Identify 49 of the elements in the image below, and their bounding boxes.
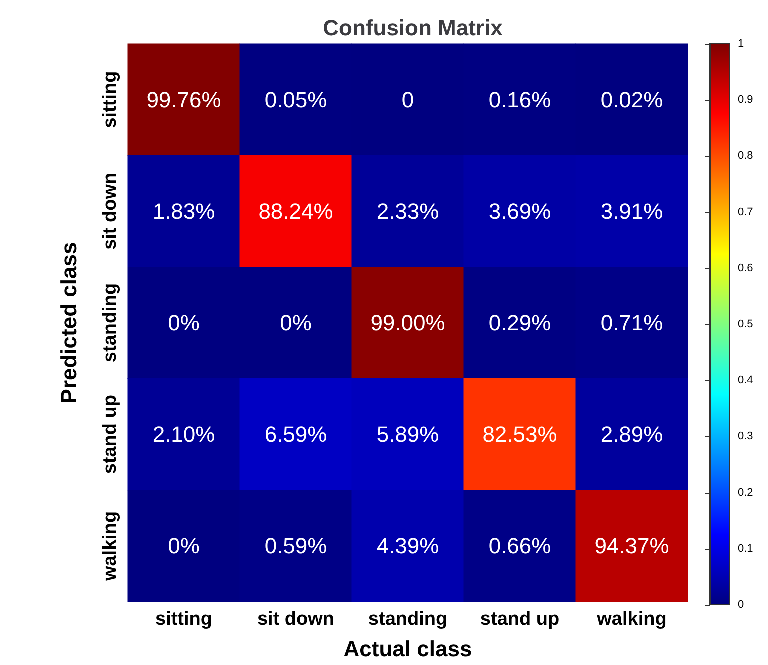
data-label: 2.10%: [152, 422, 216, 448]
color-bar-label: 0.4: [738, 374, 754, 387]
x-tick-label: sit down: [257, 609, 335, 630]
data-label: 2.33%: [376, 198, 440, 224]
data-label: 1.83%: [152, 198, 216, 224]
y-tick-label: standing: [100, 283, 121, 363]
color-bar-label: 1: [738, 38, 744, 50]
data-label: 0.16%: [488, 87, 552, 112]
color-bar-label: 0: [738, 599, 744, 611]
chart-title: Confusion Matrix: [323, 16, 504, 40]
data-label: 0.66%: [488, 534, 552, 559]
data-label: 0.29%: [488, 310, 552, 336]
color-bar-label: 0.5: [738, 318, 754, 330]
data-label: 0%: [280, 310, 312, 336]
data-label: 0%: [168, 534, 200, 559]
data-label: 0.05%: [264, 87, 328, 112]
color-bar-label: 0.9: [738, 94, 754, 106]
data-label: 4.39%: [376, 534, 440, 559]
x-axis-title: Actual class: [344, 636, 472, 662]
x-tick-label: stand up: [480, 609, 560, 630]
data-label: 88.24%: [258, 198, 334, 224]
data-label: 5.89%: [376, 422, 440, 448]
x-tick-label: walking: [596, 609, 667, 630]
data-label: 3.91%: [600, 198, 664, 224]
color-bar-label: 0.1: [738, 542, 754, 555]
data-label: 0.59%: [264, 534, 328, 559]
data-label: 0.71%: [600, 310, 664, 336]
y-tick-label: stand up: [100, 395, 121, 474]
data-label: 82.53%: [482, 422, 558, 448]
data-label: 3.69%: [488, 198, 552, 224]
data-label: 99.76%: [146, 87, 222, 112]
color-bar-label: 0.8: [738, 150, 754, 162]
y-tick-label: walking: [100, 511, 121, 582]
y-tick-label: sit down: [100, 172, 121, 250]
color-bar-label: 0.6: [738, 262, 754, 274]
data-label: 0.02%: [600, 87, 664, 112]
color-bar-label: 0.7: [738, 206, 754, 218]
data-label: 2.89%: [600, 422, 664, 448]
data-label: 94.37%: [594, 534, 670, 559]
data-label: 6.59%: [264, 422, 328, 448]
y-axis-title: Predicted class: [56, 242, 82, 404]
data-label: 99.00%: [370, 310, 446, 336]
color-bar-label: 0.3: [738, 430, 754, 443]
x-tick-label: sitting: [156, 609, 212, 630]
color-bar-label: 0.2: [738, 486, 754, 499]
y-tick-label: sitting: [100, 71, 121, 128]
data-label: 0%: [168, 310, 200, 336]
x-tick-label: standing: [368, 609, 448, 630]
data-label: 0: [402, 87, 414, 112]
